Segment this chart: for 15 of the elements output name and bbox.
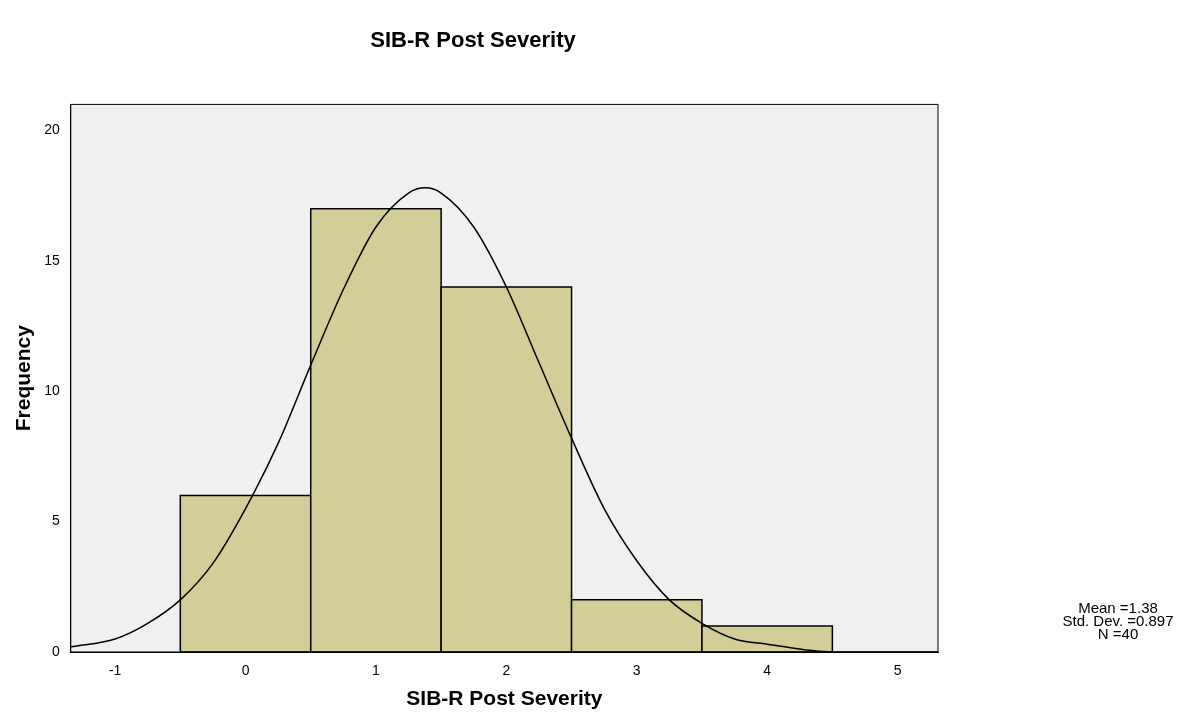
y-axis-title: Frequency <box>11 324 35 432</box>
y-tick-label: 5 <box>51 512 60 529</box>
y-tick-label: 20 <box>44 121 60 138</box>
x-tick-label: 0 <box>241 662 250 679</box>
x-tick-label: 1 <box>372 662 381 679</box>
y-tick-label: 0 <box>51 642 60 659</box>
x-tick-label: 5 <box>893 662 902 679</box>
chart-title: SIB-R Post Severity <box>370 27 577 53</box>
x-tick-label: 2 <box>502 662 511 679</box>
y-tick-label: 10 <box>44 382 60 399</box>
x-tick-label: -1 <box>108 662 122 679</box>
x-tick-label: 4 <box>763 662 772 679</box>
x-axis-title: SIB-R Post Severity <box>406 686 603 710</box>
x-tick-label: 3 <box>632 662 641 679</box>
y-tick-label: 15 <box>44 251 60 268</box>
